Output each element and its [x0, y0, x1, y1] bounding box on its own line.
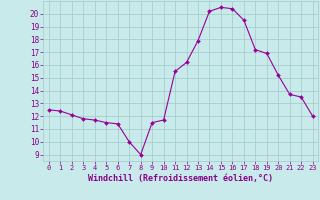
X-axis label: Windchill (Refroidissement éolien,°C): Windchill (Refroidissement éolien,°C): [88, 174, 273, 183]
